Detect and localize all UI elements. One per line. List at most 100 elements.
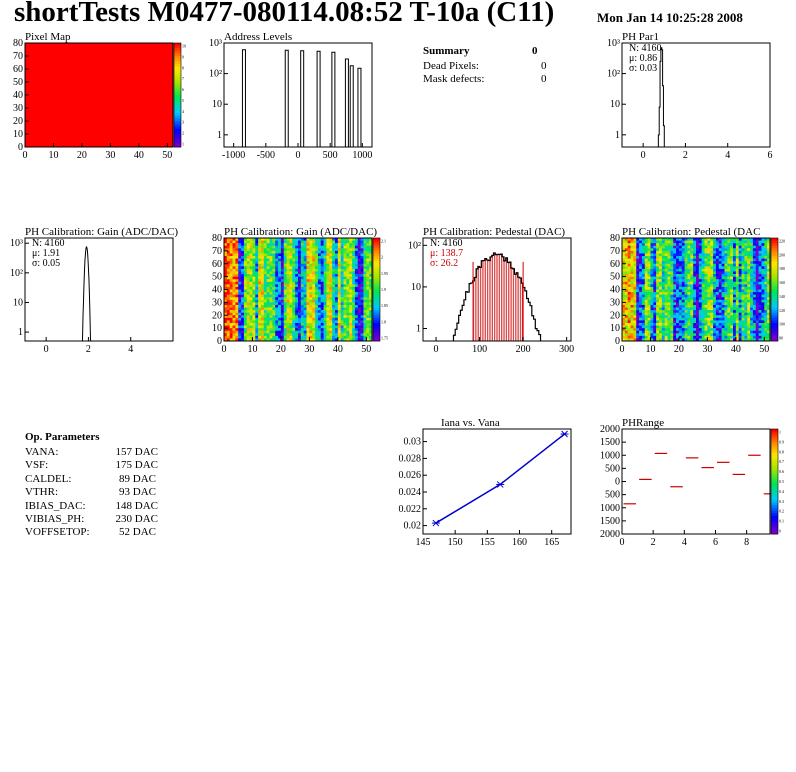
color-palette xyxy=(770,237,779,342)
chart-title: PH Calibration: Gain (ADC/DAC) xyxy=(25,226,178,238)
op-param-label: VSF: xyxy=(25,459,48,471)
chart-title: PH Calibration: Gain (ADC/DAC) xyxy=(224,226,377,238)
y-tick-label: 1000 xyxy=(600,503,620,514)
palette-tick-label: 6 xyxy=(182,87,184,92)
x-tick-label: 50 xyxy=(361,344,371,355)
palette-tick-label: 2.1 xyxy=(381,239,386,244)
chart-title: PHRange xyxy=(622,417,664,429)
palette-tick-label: 1.8 xyxy=(381,319,386,324)
op-param-label: CALDEL: xyxy=(25,473,71,485)
bar xyxy=(349,65,354,147)
y-tick-label: 1 xyxy=(615,130,620,141)
x-tick-label: 0 xyxy=(222,344,227,355)
stat-line: μ: 1.91 xyxy=(32,248,60,259)
x-tick-label: 4 xyxy=(128,344,133,355)
y-tick-label: 1 xyxy=(217,130,222,141)
bar xyxy=(241,49,246,147)
histogram-line xyxy=(657,47,665,147)
x-tick-label: 0 xyxy=(434,344,439,355)
y-tick-label: 1 xyxy=(18,327,23,338)
x-tick-label: 0 xyxy=(23,150,28,161)
palette-tick-label: 0.8 xyxy=(779,449,784,454)
pixel-map-cells xyxy=(25,43,173,147)
op-parameters-panel: Op. Parameters VANA: 157 DAC VSF: 175 DA… xyxy=(25,431,158,538)
histogram-line xyxy=(452,252,542,341)
plot-frame xyxy=(422,237,572,342)
palette-tick-label: 0 xyxy=(779,529,781,534)
y-tick-label: 2000 xyxy=(600,529,620,540)
y-tick-label: 0 xyxy=(615,477,620,488)
y-tick-label: 30 xyxy=(610,297,620,308)
palette-tick-label: 120 xyxy=(779,308,785,313)
x-tick-label: 0 xyxy=(296,150,301,161)
x-tick-label: 1000 xyxy=(352,150,372,161)
op-param-value: 230 DAC xyxy=(116,513,158,525)
palette-tick-label: 0.7 xyxy=(779,459,784,464)
bar xyxy=(300,50,305,147)
y-tick-label: 10³ xyxy=(607,38,620,49)
chart-title: Address Levels xyxy=(224,31,292,43)
y-tick-label: 0.026 xyxy=(399,470,422,481)
x-tick-label: 0 xyxy=(44,344,49,355)
x-tick-label: 50 xyxy=(759,344,769,355)
palette-tick-label: 160 xyxy=(779,280,785,285)
palette-tick-label: 140 xyxy=(779,294,785,299)
x-tick-label: 30 xyxy=(105,150,115,161)
stat-line: σ: 26.2 xyxy=(430,258,458,269)
y-tick-label: 0.028 xyxy=(399,453,422,464)
x-tick-label: 30 xyxy=(304,344,314,355)
op-param-value: 93 DAC xyxy=(119,486,156,498)
stat-line: σ: 0.03 xyxy=(629,63,657,74)
summary-row-value: 0 xyxy=(541,60,547,72)
color-palette xyxy=(173,42,182,148)
histogram-bars xyxy=(473,252,523,341)
y-tick-label: 40 xyxy=(13,90,23,101)
palette-tick-label: 4 xyxy=(182,109,184,114)
y-tick-label: 10³ xyxy=(209,38,222,49)
x-tick-label: 40 xyxy=(134,150,144,161)
stat-line: μ: 138.7 xyxy=(430,248,463,259)
stat-line: σ: 0.05 xyxy=(32,258,60,269)
gain-map-chart: PH Calibration: Gain (ADC/DAC)0 10 20 30 40 5… xyxy=(212,226,388,355)
stat-line: N: 4160 xyxy=(629,43,662,54)
y-tick-label: 10 xyxy=(13,129,23,140)
op-param-label: VTHR: xyxy=(25,486,58,498)
iana-vana-chart: Iana vs. Vana 145 150 155 160 165 0.02 0.022 0.0… xyxy=(399,417,572,548)
y-tick-label: 30 xyxy=(13,103,23,114)
palette-tick-label: 0.9 xyxy=(779,439,784,444)
y-tick-label: 10 xyxy=(212,323,222,334)
stat-line: N: 4160 xyxy=(430,238,463,249)
stat-line: N: 4160 xyxy=(32,238,65,249)
heatmap-cells xyxy=(224,238,373,342)
chart-title: PH Calibration: Pedestal (DAC xyxy=(622,226,760,238)
palette-tick-label: 200 xyxy=(779,252,785,257)
y-tick-label: 2000 xyxy=(600,424,620,435)
op-param-value: 175 DAC xyxy=(116,459,158,471)
y-tick-label: 40 xyxy=(610,285,620,296)
y-tick-label: 10² xyxy=(408,240,421,251)
y-tick-label: 60 xyxy=(212,259,222,270)
chart-title: Pixel Map xyxy=(25,31,71,43)
x-tick-label: 10 xyxy=(48,150,58,161)
y-tick-label: 10 xyxy=(212,99,222,110)
x-tick-label: 40 xyxy=(333,344,343,355)
summary-panel: Summary 0 Dead Pixels: 0 Mask defects: 0 xyxy=(423,45,547,85)
y-tick-label: 30 xyxy=(212,297,222,308)
y-tick-label: 1000 xyxy=(600,450,620,461)
gain-chart: PH Calibration: Gain (ADC/DAC) 0 2 4 1 10 10² 1… xyxy=(10,226,178,355)
x-tick-label: 4 xyxy=(682,537,687,548)
heatmap-cells xyxy=(622,238,771,342)
op-param-value: 157 DAC xyxy=(116,446,158,458)
palette-tick-label: 1.95 xyxy=(381,271,388,276)
bar xyxy=(284,49,289,147)
palette-tick-label: 220 xyxy=(779,239,785,244)
x-tick-label: 155 xyxy=(480,537,495,548)
y-tick-label: 20 xyxy=(610,310,620,321)
series-line xyxy=(435,433,566,524)
y-tick-label: 10 xyxy=(411,282,421,293)
y-tick-label: 60 xyxy=(610,259,620,270)
chart-title: Iana vs. Vana xyxy=(441,417,500,429)
x-tick-label: 30 xyxy=(702,344,712,355)
